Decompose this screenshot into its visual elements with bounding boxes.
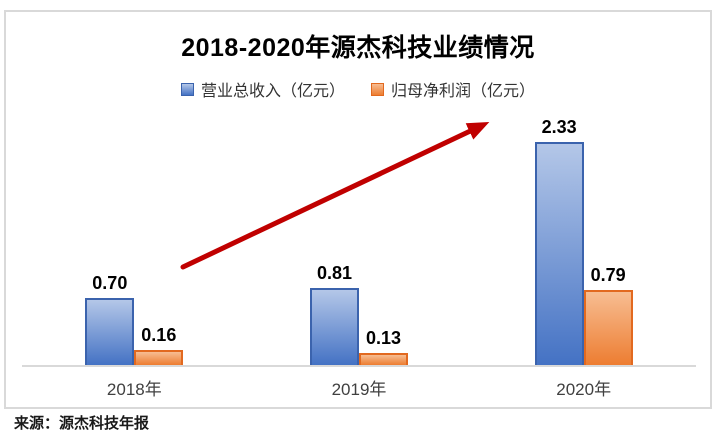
x-axis: 2018年 2019年 2020年 bbox=[22, 375, 696, 400]
source-note: 来源：源杰科技年报 bbox=[14, 415, 150, 432]
x-axis-label: 2019年 bbox=[331, 380, 387, 399]
legend-label-profit: 归母净利润（亿元） bbox=[391, 83, 536, 100]
bar-group: 2.33 0.79 bbox=[471, 112, 696, 365]
chart-legend: 营业总收入（亿元） 归母净利润（亿元） bbox=[6, 77, 710, 101]
x-axis-label: 2020年 bbox=[556, 380, 612, 399]
bar-value-label: 0.79 bbox=[590, 265, 626, 285]
bar-revenue bbox=[85, 298, 135, 365]
bar-revenue bbox=[534, 142, 584, 365]
bar-profit bbox=[359, 353, 408, 365]
bar-value-label: 0.70 bbox=[92, 273, 128, 293]
chart-title: 2018-2020年源杰科技业绩情况 bbox=[181, 34, 535, 62]
bar-revenue bbox=[310, 288, 359, 365]
legend-swatch-profit bbox=[371, 82, 384, 96]
bar-group: 0.70 0.16 bbox=[22, 112, 247, 365]
bar-value-label: 2.33 bbox=[541, 117, 577, 137]
bar-profit bbox=[134, 350, 184, 365]
legend-item-revenue: 营业总收入（亿元） bbox=[180, 77, 345, 101]
x-axis-label: 2018年 bbox=[106, 380, 162, 399]
legend-item-profit: 归母净利润（亿元） bbox=[371, 77, 535, 101]
legend-label-revenue: 营业总收入（亿元） bbox=[200, 83, 345, 100]
legend-swatch-revenue bbox=[180, 82, 194, 96]
bar-value-label: 0.16 bbox=[141, 325, 177, 345]
bar-value-label: 0.13 bbox=[365, 328, 402, 348]
bar-value-label: 0.81 bbox=[316, 263, 353, 283]
bar-profit bbox=[583, 290, 633, 365]
bar-group: 0.81 0.13 bbox=[247, 112, 472, 365]
plot-area: 0.70 0.16 0.81 0.13 2.33 0.79 bbox=[22, 112, 696, 367]
chart-card: 2018-2020年源杰科技业绩情况 营业总收入（亿元） 归母净利润（亿元） 0… bbox=[4, 10, 712, 409]
